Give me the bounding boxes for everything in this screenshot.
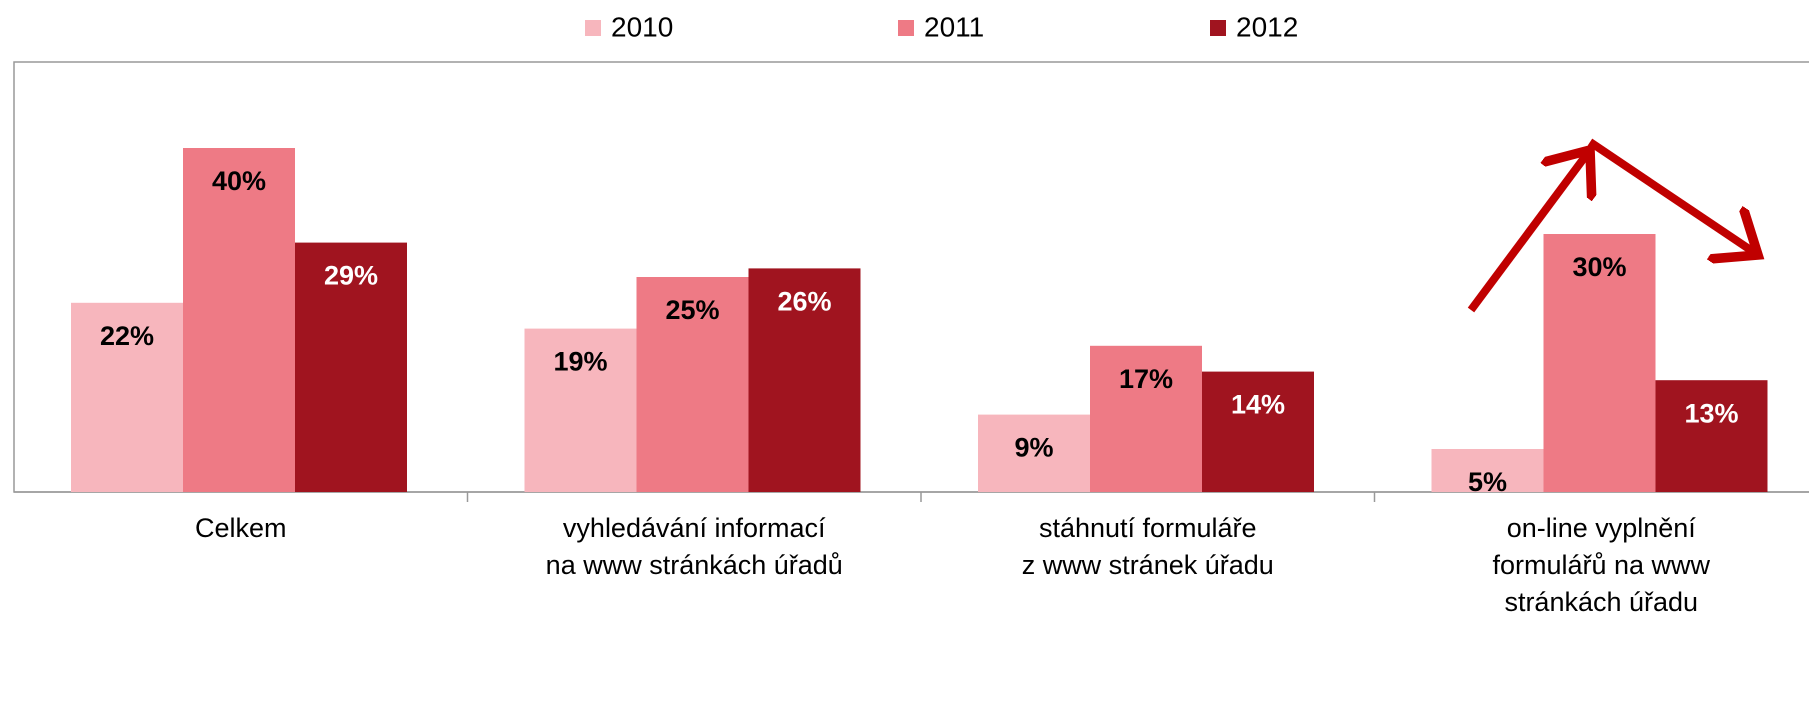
value-label: 29%	[324, 261, 378, 291]
legend-swatch	[585, 20, 601, 36]
x-tick-label: stáhnutí formuláře z www stránek úřadu	[1021, 513, 1274, 580]
bar	[295, 242, 407, 492]
bar	[1655, 380, 1768, 492]
value-label: 14%	[1231, 390, 1285, 420]
value-label: 17%	[1119, 364, 1173, 394]
value-label: 30%	[1572, 252, 1626, 282]
arrow-down	[1587, 138, 1758, 255]
bar	[748, 268, 861, 492]
value-label: 40%	[212, 166, 266, 196]
value-label: 13%	[1684, 398, 1738, 428]
legend-swatch	[1210, 20, 1226, 36]
value-label: 26%	[777, 287, 831, 317]
legend-label: 2012	[1236, 11, 1298, 42]
value-label: 25%	[665, 295, 719, 325]
value-label: 5%	[1468, 467, 1507, 497]
value-label: 19%	[553, 347, 607, 377]
legend-label: 2011	[924, 11, 984, 42]
x-tick-label: Celkem	[194, 513, 287, 543]
marks: 2010 2011 2012 22% 40% 29% 19% 25% 26% 9% 17% 14% 5%…	[14, 11, 1809, 502]
x-tick-label: vyhledávání informací na www stránkách ú…	[545, 513, 843, 580]
bar	[71, 302, 183, 492]
arrow-up	[1467, 150, 1590, 313]
value-label: 22%	[100, 321, 154, 351]
bar	[1202, 371, 1314, 492]
bar	[1543, 234, 1656, 492]
bar	[636, 277, 749, 492]
bar	[978, 414, 1090, 492]
legend-swatch	[898, 20, 914, 36]
bar	[183, 148, 295, 492]
legend-label: 2010	[611, 11, 673, 42]
bar	[1431, 449, 1544, 492]
x-tick-label: on-line vyplnění formulářů na www stránk…	[1492, 513, 1711, 617]
bar	[524, 328, 637, 492]
value-label: 9%	[1014, 433, 1053, 463]
bar	[1090, 345, 1202, 492]
